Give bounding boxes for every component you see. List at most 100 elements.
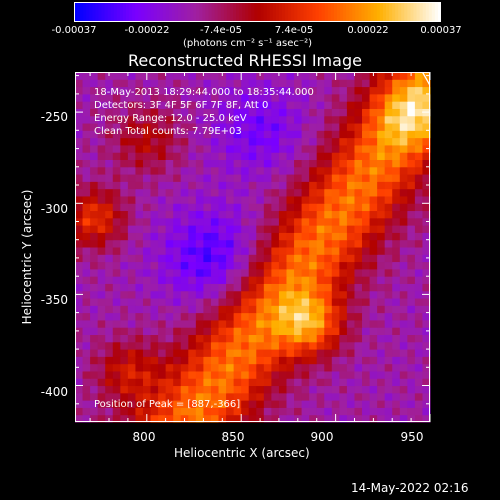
heatmap-cell bbox=[97, 305, 106, 314]
heatmap-cell bbox=[248, 130, 257, 139]
heatmap-cell bbox=[75, 319, 84, 328]
heatmap-cell bbox=[90, 414, 99, 423]
heatmap-cell bbox=[422, 356, 431, 365]
heatmap-cell bbox=[271, 195, 280, 204]
heatmap-cell bbox=[218, 130, 227, 139]
heatmap-cell bbox=[294, 239, 303, 248]
colorbar-segment bbox=[110, 2, 115, 22]
heatmap-cell bbox=[135, 130, 144, 139]
heatmap-cell bbox=[241, 319, 250, 328]
heatmap-cell bbox=[173, 247, 182, 255]
heatmap-cell bbox=[362, 79, 371, 88]
heatmap-cell bbox=[135, 188, 144, 197]
heatmap-cell bbox=[324, 72, 333, 80]
heatmap-cell bbox=[241, 261, 250, 270]
heatmap-cell bbox=[188, 407, 197, 416]
heatmap-cell bbox=[377, 370, 386, 379]
colorbar-segment bbox=[389, 2, 393, 22]
heatmap-cell bbox=[399, 268, 408, 277]
heatmap-cell bbox=[316, 159, 325, 168]
heatmap-cell bbox=[278, 378, 287, 387]
heatmap-cell bbox=[331, 283, 340, 292]
heatmap-cell bbox=[271, 166, 280, 175]
colorbar-segment bbox=[275, 2, 280, 22]
heatmap-cell bbox=[339, 290, 348, 299]
heatmap-cell bbox=[97, 232, 106, 241]
heatmap-cell bbox=[203, 137, 212, 146]
heatmap-cell bbox=[294, 188, 303, 197]
heatmap-cell bbox=[324, 305, 333, 314]
heatmap-cell bbox=[331, 181, 340, 190]
heatmap-cell bbox=[127, 319, 136, 328]
heatmap-cell bbox=[399, 217, 408, 226]
heatmap-cell bbox=[97, 217, 106, 226]
heatmap-cell bbox=[203, 166, 212, 175]
heatmap-cell bbox=[112, 166, 121, 175]
heatmap-cell bbox=[399, 378, 408, 387]
heatmap-cell bbox=[278, 290, 287, 299]
heatmap-cell bbox=[422, 166, 431, 175]
heatmap-cell bbox=[173, 414, 182, 423]
heatmap-cell bbox=[256, 239, 265, 248]
heatmap-cell bbox=[188, 254, 197, 263]
y-tick-label: -350 bbox=[40, 293, 68, 307]
heatmap-cell bbox=[331, 305, 340, 314]
heatmap-cell bbox=[392, 123, 401, 131]
heatmap-cell bbox=[278, 247, 287, 255]
heatmap-cell bbox=[331, 174, 340, 182]
heatmap-cell bbox=[316, 239, 325, 248]
heatmap-cell bbox=[316, 414, 325, 423]
heatmap-cell bbox=[127, 385, 136, 394]
heatmap-cell bbox=[180, 93, 189, 102]
heatmap-cell bbox=[97, 247, 106, 255]
heatmap-cell bbox=[384, 203, 393, 212]
heatmap-cell bbox=[354, 144, 363, 153]
heatmap-cell bbox=[256, 356, 265, 365]
heatmap-cell bbox=[142, 334, 152, 343]
heatmap-cell bbox=[377, 137, 386, 146]
heatmap-cell bbox=[339, 312, 348, 321]
heatmap-cell bbox=[142, 370, 152, 379]
heatmap-cell bbox=[422, 247, 431, 255]
heatmap-cell bbox=[407, 210, 416, 219]
heatmap-cell bbox=[173, 305, 182, 314]
heatmap-cell bbox=[271, 290, 280, 299]
heatmap-cell bbox=[233, 356, 242, 365]
heatmap-cell bbox=[120, 327, 129, 335]
heatmap-cell bbox=[362, 298, 371, 306]
heatmap-cell bbox=[241, 130, 250, 139]
heatmap-cell bbox=[105, 312, 114, 321]
heatmap-cell bbox=[256, 188, 265, 197]
heatmap-cell bbox=[331, 217, 340, 226]
heatmap-cell bbox=[309, 363, 318, 372]
heatmap-cell bbox=[150, 101, 159, 109]
heatmap-cell bbox=[316, 144, 325, 153]
heatmap-cell bbox=[105, 115, 114, 124]
heatmap-cell bbox=[414, 407, 423, 416]
heatmap-cell bbox=[180, 181, 189, 190]
heatmap-cell bbox=[135, 268, 144, 277]
heatmap-cell bbox=[218, 349, 227, 357]
heatmap-cell bbox=[369, 298, 378, 306]
heatmap-cell bbox=[399, 363, 408, 372]
heatmap-cell bbox=[218, 378, 227, 387]
heatmap-cell bbox=[301, 166, 310, 175]
heatmap-cell bbox=[112, 181, 121, 190]
heatmap-cell bbox=[294, 370, 303, 379]
heatmap-cell bbox=[210, 370, 220, 379]
colorbar-segment bbox=[434, 2, 439, 22]
heatmap-cell bbox=[414, 290, 423, 299]
heatmap-cell bbox=[407, 79, 416, 88]
heatmap-cell bbox=[414, 305, 423, 314]
heatmap-cell bbox=[97, 268, 106, 277]
heatmap-cell bbox=[75, 137, 84, 146]
colorbar bbox=[74, 2, 441, 22]
heatmap-cell bbox=[165, 101, 174, 109]
heatmap-cell bbox=[82, 86, 91, 95]
heatmap-cell bbox=[354, 385, 363, 394]
heatmap-cell bbox=[233, 298, 242, 306]
heatmap-cell bbox=[105, 79, 114, 88]
heatmap-cell bbox=[301, 232, 310, 241]
heatmap-cell bbox=[362, 341, 371, 350]
heatmap-cell bbox=[316, 305, 325, 314]
